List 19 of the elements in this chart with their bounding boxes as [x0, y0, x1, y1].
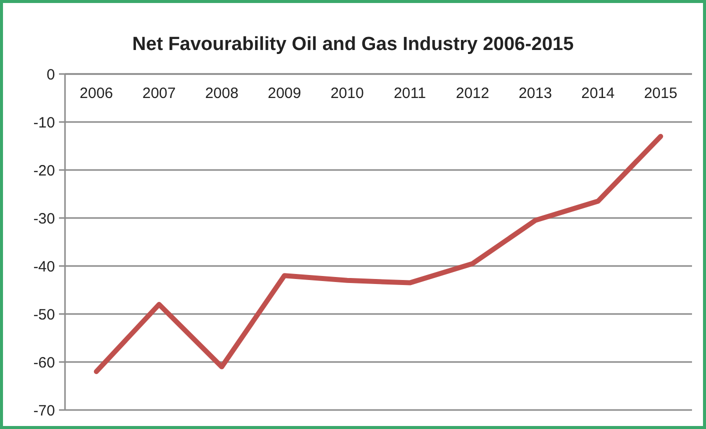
x-tick-label: 2015 [644, 85, 678, 102]
y-tick-label: -30 [33, 210, 55, 228]
x-tick-label: 2008 [205, 85, 238, 102]
x-tick-label: 2006 [80, 85, 114, 102]
chart-title: Net Favourability Oil and Gas Industry 2006-2015 [132, 34, 574, 55]
y-tick-label: -50 [33, 306, 55, 324]
x-tick-label: 2009 [268, 85, 302, 102]
y-tick-label: -40 [33, 258, 55, 276]
y-tick-label: -10 [33, 114, 55, 132]
x-tick-label: 2014 [581, 85, 615, 102]
y-tick-label: -60 [33, 354, 55, 372]
y-tick-label: 0 [46, 66, 55, 84]
x-tick-label: 2010 [330, 85, 364, 102]
x-tick-label: 2012 [456, 85, 490, 102]
x-tick-label: 2011 [394, 85, 426, 102]
x-tick-label: 2013 [518, 85, 552, 102]
x-tick-label: 2007 [142, 85, 176, 102]
y-tick-label: -20 [33, 162, 55, 180]
y-tick-label: -70 [33, 402, 55, 420]
